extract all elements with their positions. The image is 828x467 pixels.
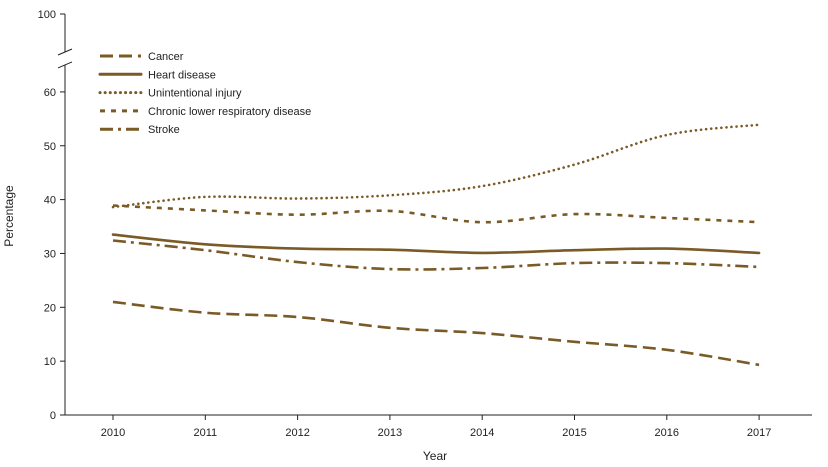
axes [57,14,812,416]
y-tick-label: 60 [44,87,56,99]
legend-label-heart-disease: Heart disease [148,69,216,81]
legend: Cancer Heart disease Unintentional injury C… [98,51,311,136]
y-tick-label: 0 [50,410,56,422]
series-line-chronic-lower-respiratory-disease [112,204,760,224]
x-tick-label: 2013 [378,427,402,439]
series-line-unintentional-injury [111,123,761,209]
y-tick-label: 10 [44,356,56,368]
legend-label-chronic-lower-respiratory-disease: Chronic lower respiratory disease [148,106,311,118]
series-line-heart-disease [111,233,761,255]
x-tick-label: 2010 [101,427,125,439]
y-tick-label: 20 [44,302,56,314]
axis-break-mark-upper [57,48,73,56]
y-axis-title: Percentage [2,185,16,247]
x-tick-label: 2012 [285,427,309,439]
legend-label-unintentional-injury: Unintentional injury [148,88,242,100]
x-tick-label: 2014 [470,427,494,439]
y-tick-label: 50 [44,141,56,153]
x-tick-label: 2017 [747,427,771,439]
x-tick-label: 2011 [193,427,217,439]
y-tick-label: 100 [38,9,56,21]
legend-label-cancer: Cancer [148,51,184,63]
ticks: 0 10 20 30 40 50 60 100 2010 2011 2012 2013 2014 2015… [38,9,772,439]
x-tick-label: 2015 [562,427,586,439]
series-line-stroke [112,239,760,271]
series-line-cancer [112,300,760,367]
legend-label-stroke: Stroke [148,124,180,136]
x-tick-label: 2016 [655,427,679,439]
x-axis-title: Year [423,449,447,463]
y-tick-label: 30 [44,248,56,260]
series-lines [111,123,761,367]
axis-break-mark-lower [57,61,73,69]
y-tick-label: 40 [44,195,56,207]
